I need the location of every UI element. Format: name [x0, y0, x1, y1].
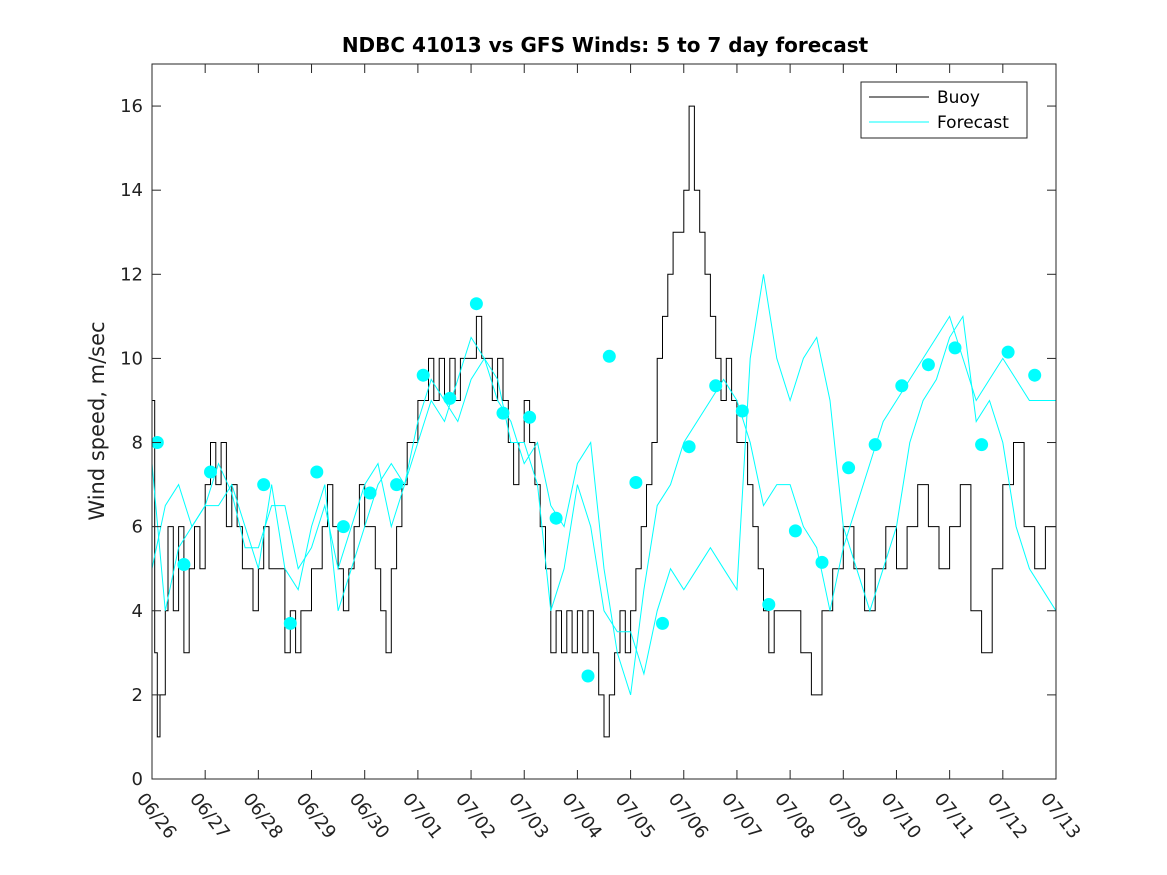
forecast-marker-31 [1001, 345, 1015, 359]
forecast-marker-18 [656, 616, 669, 630]
chart-title: NDBC 41013 vs GFS Winds: 5 to 7 day fore… [342, 33, 869, 57]
forecast-marker-6 [336, 520, 350, 534]
forecast-marker-1 [177, 558, 191, 571]
forecast-marker-17 [629, 476, 643, 489]
y-tick-label-8: 8 [132, 433, 143, 454]
forecast-marker-14 [549, 511, 563, 525]
forecast-marker-10 [443, 391, 457, 405]
y-tick-label-14: 14 [120, 180, 143, 201]
forecast-marker-22 [762, 598, 776, 611]
forecast-marker-26 [868, 438, 882, 452]
forecast-marker-32 [1028, 368, 1042, 382]
forecast-marker-30 [975, 438, 989, 452]
y-tick-label-12: 12 [120, 264, 143, 285]
y-axis-label: Wind speed, m/sec [85, 321, 109, 520]
forecast-marker-7 [363, 486, 377, 500]
y-tick-label-6: 6 [132, 517, 143, 538]
forecast-marker-20 [709, 379, 723, 393]
plot-area [152, 105, 1056, 738]
forecast-marker-3 [257, 478, 271, 492]
forecast-marker-9 [416, 368, 430, 382]
forecast-marker-16 [581, 669, 595, 683]
forecast-marker-28 [921, 358, 935, 372]
plot-series [152, 105, 1056, 738]
legend-label-buoy: Buoy [937, 88, 980, 108]
forecast-marker-13 [523, 410, 537, 424]
forecast-marker-5 [310, 465, 324, 479]
forecast-marker-12 [496, 406, 510, 420]
forecast-marker-27 [895, 379, 909, 393]
legend-box [860, 81, 1028, 139]
y-tick-label-0: 0 [132, 769, 143, 790]
forecast-marker-23 [788, 524, 802, 538]
forecast-marker-11 [469, 297, 483, 311]
forecast-marker-24 [815, 555, 829, 569]
forecast-marker-4 [283, 616, 297, 630]
axes-box [151, 63, 1057, 780]
forecast-marker-19 [682, 440, 696, 454]
forecast-marker-29 [948, 341, 962, 355]
axes [151, 63, 1057, 780]
y-tick-label-2: 2 [132, 685, 143, 706]
legend-label-forecast: Forecast [937, 113, 1009, 133]
legend: Buoy Forecast [860, 81, 1028, 139]
forecast-series-line-2 [152, 274, 1056, 676]
y-tick-label-10: 10 [120, 348, 143, 369]
forecast-marker-15 [602, 349, 616, 363]
forecast-marker-21 [735, 404, 749, 418]
buoy-series-line [152, 105, 1056, 738]
y-tick-label-4: 4 [132, 601, 143, 622]
forecast-marker-2 [204, 465, 217, 479]
forecast-marker-8 [390, 478, 404, 492]
forecast-marker-25 [842, 461, 856, 475]
y-tick-label-16: 16 [120, 96, 143, 117]
